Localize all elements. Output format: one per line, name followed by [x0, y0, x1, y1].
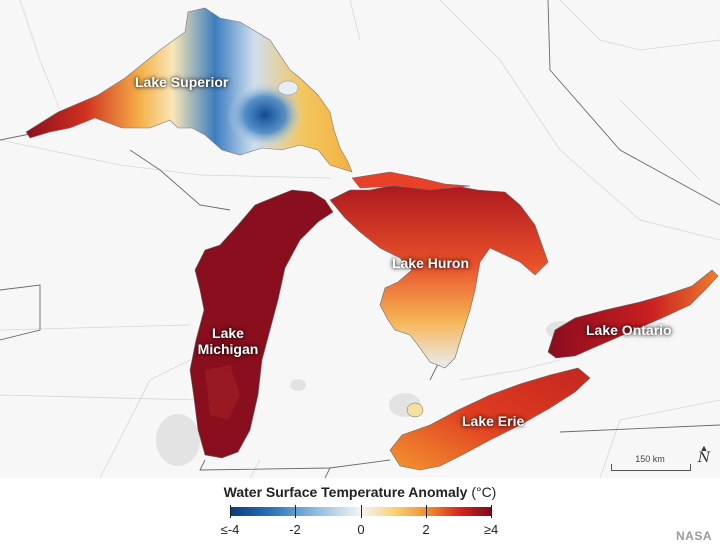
lake-superior-label: Lake Superior — [135, 74, 229, 90]
scale-label: 150 km — [635, 454, 665, 464]
road-network — [0, 0, 720, 478]
legend-title: Water Surface Temperature Anomaly — [223, 484, 468, 500]
lake-michigan — [189, 189, 334, 459]
legend-unit: (°C) — [471, 484, 497, 500]
lake-ontario-label: Lake Ontario — [586, 322, 672, 338]
lake-erie — [389, 367, 591, 471]
lake-erie-label: Lake Erie — [462, 413, 525, 429]
legend-tick — [426, 505, 427, 518]
north-arrowhead-icon: ▲ — [699, 443, 709, 453]
lake-ontario — [547, 269, 719, 359]
legend-tick — [295, 505, 296, 518]
north-label: N — [697, 450, 711, 466]
legend-tick — [230, 505, 231, 518]
legend-tick-label: ≤-4 — [220, 522, 240, 537]
legend-tick-label: 2 — [422, 522, 430, 537]
lake-superior — [25, 7, 353, 173]
land-background — [0, 0, 720, 478]
credit-label: NASA — [675, 529, 712, 543]
legend-title-row: Water Surface Temperature Anomaly (°C) — [0, 484, 720, 500]
north-arrow-icon: ▲ N — [696, 443, 712, 466]
legend-tick-label: -2 — [289, 522, 301, 537]
legend-tick-label: 0 — [357, 522, 365, 537]
lake-huron-label: Lake Huron — [392, 255, 470, 271]
legend-tick — [491, 505, 492, 518]
legend-tick — [361, 505, 362, 518]
legend-tick-label: ≥4 — [483, 522, 499, 537]
lake-st-clair — [406, 402, 424, 418]
scale-bar — [611, 464, 691, 471]
legend: Water Surface Temperature Anomaly (°C) ≤… — [0, 478, 720, 545]
lake-michigan-label: Lake Michigan — [197, 325, 259, 357]
lake-huron — [329, 171, 549, 369]
great-lakes-map — [0, 0, 720, 478]
